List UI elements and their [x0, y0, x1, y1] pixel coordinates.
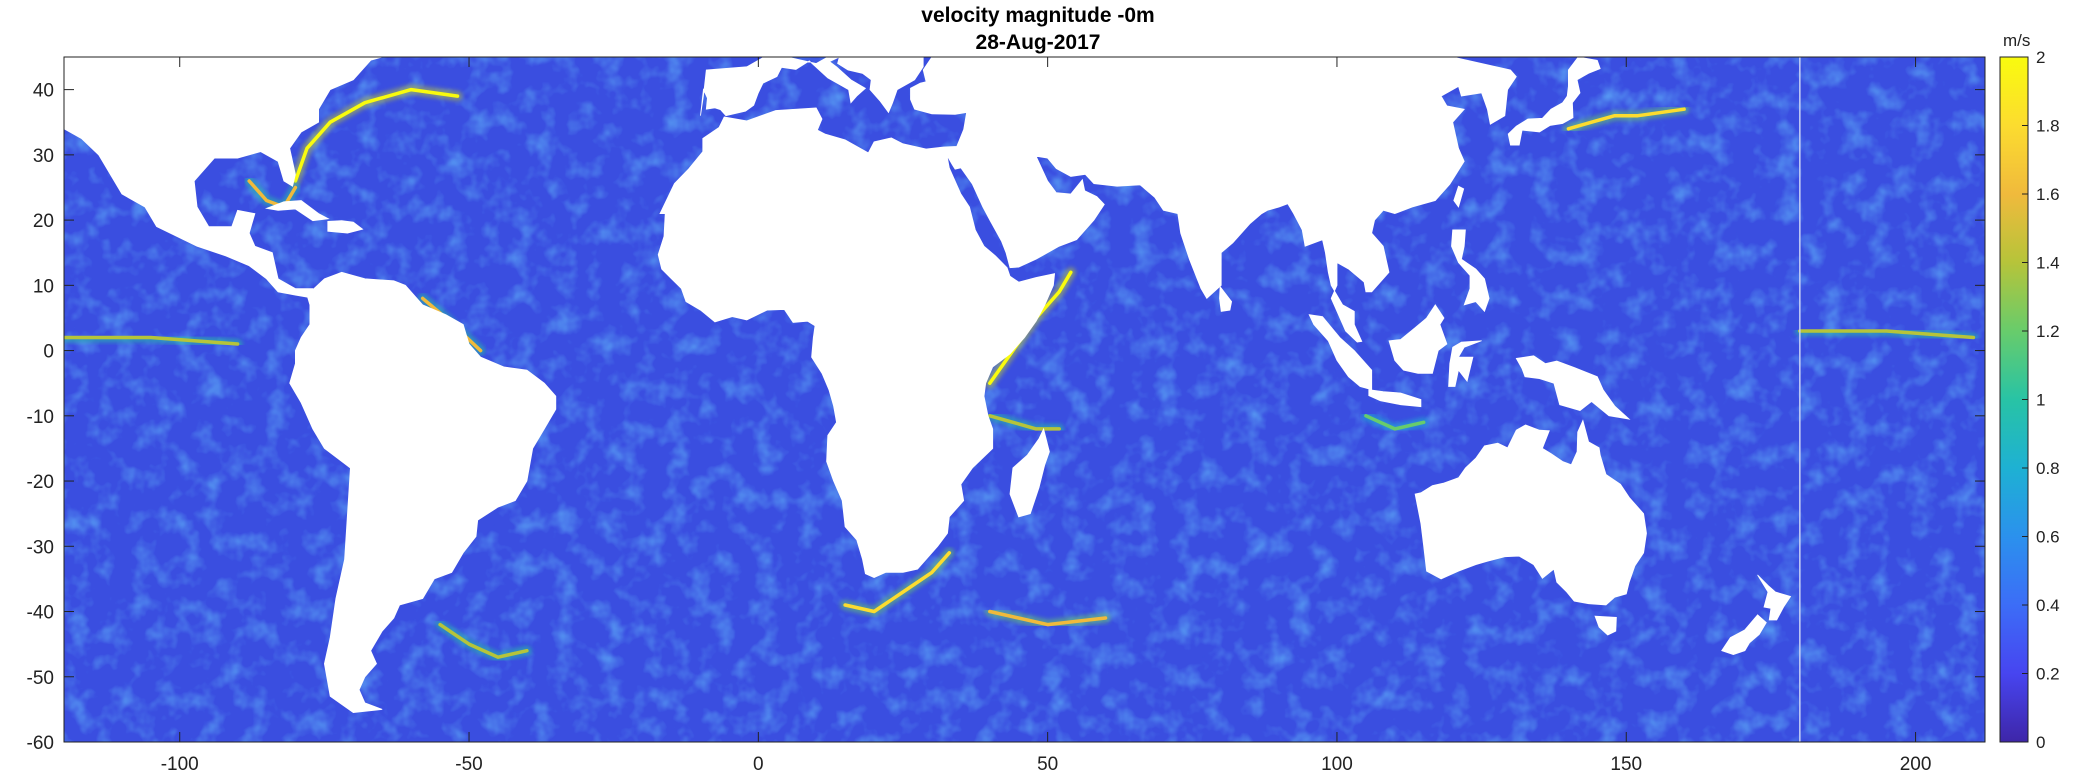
current-core: [247, 179, 298, 209]
x-tick-label: -50: [455, 754, 482, 775]
colorbar-tick-label: 1.6: [2036, 185, 2060, 204]
y-tick-label: -30: [27, 537, 54, 558]
current-core: [843, 551, 952, 614]
colorbar-tick-label: 0.4: [2036, 596, 2060, 615]
axes-frame: [63, 56, 1986, 743]
colorbar-tick-label: 1.4: [2036, 254, 2060, 273]
current-core: [1566, 107, 1686, 131]
map-title-variable: velocity magnitude -0m: [921, 4, 1155, 27]
land-north-america: [64, 57, 383, 298]
y-tick-label: -40: [27, 603, 54, 624]
current-core: [988, 414, 1061, 431]
colorbar-tick-label: 0: [2036, 733, 2045, 752]
current-core: [438, 622, 529, 659]
colorbar-tick-label: 0.2: [2036, 665, 2060, 684]
colorbar-tick-label: 2: [2036, 48, 2045, 67]
x-tick-label: 0: [753, 754, 764, 775]
land-cuba: [264, 200, 330, 222]
x-tick-label: 50: [1037, 754, 1058, 775]
land-borneo: [1388, 304, 1448, 374]
current-core: [1364, 414, 1426, 431]
land-java: [1368, 389, 1422, 408]
land-europe-asia-africa: [657, 57, 1517, 579]
colorbar: m/s 0 0.2 0.4 0.6 0.8 1 1.2 1.4 1.6 1.8 2: [1999, 31, 2060, 752]
current-core: [1798, 329, 1976, 340]
x-tick-label: 100: [1321, 754, 1353, 775]
y-tick-label: -20: [27, 472, 54, 493]
land-masses: [64, 57, 1792, 714]
y-tick-label: 40: [33, 81, 54, 102]
land-new-zealand-north: [1757, 574, 1792, 621]
current-core: [293, 87, 460, 183]
land-sri-lanka: [1219, 285, 1233, 312]
colorbar-tick-label: 1.8: [2036, 117, 2060, 136]
y-tick-label: 0: [43, 342, 54, 363]
land-japan: [1507, 57, 1601, 146]
land-sulawesi: [1448, 340, 1482, 387]
land-tasmania: [1594, 615, 1617, 636]
colorbar-tick-label: 0.8: [2036, 459, 2060, 478]
land-new-guinea: [1515, 355, 1631, 420]
y-tick-label: -50: [27, 668, 54, 689]
colorbar-tick-label: 0.6: [2036, 528, 2060, 547]
y-tick-label: 20: [33, 211, 54, 232]
x-tick-label: 200: [1900, 754, 1932, 775]
land-australia: [1414, 419, 1647, 606]
y-tick-label: 10: [33, 276, 54, 297]
y-tick-label: -10: [27, 407, 54, 428]
x-tick-label: -100: [161, 754, 199, 775]
colorbar-unit: m/s: [2003, 31, 2030, 50]
map-title: velocity magnitude -0m 28-Aug-2017: [0, 2, 2076, 56]
colorbar-tick-label: 1: [2036, 391, 2045, 410]
land-taiwan: [1453, 185, 1465, 208]
land-new-zealand-south: [1721, 614, 1767, 656]
y-axis: -60 -50 -40 -30 -20 -10 0 10 20 30 40: [27, 81, 1985, 754]
x-tick-label: 150: [1610, 754, 1642, 775]
y-tick-label: 30: [33, 146, 54, 167]
map-title-date: 28-Aug-2017: [975, 31, 1101, 54]
y-tick-label: -60: [27, 733, 54, 754]
x-axis: -100 -50 0 50 100 150 200: [161, 57, 1932, 775]
land-hispaniola: [327, 220, 364, 234]
land-madagascar: [1009, 427, 1050, 518]
colorbar-tick-label: 1.2: [2036, 322, 2060, 341]
current-core: [64, 335, 240, 346]
current-core: [988, 609, 1108, 627]
land-philippines: [1451, 229, 1490, 313]
map-axes: -100 -50 0 50 100 150 200 -60-50-40-30-20-1001…: [27, 56, 1986, 775]
land-south-america: [289, 271, 557, 714]
colorbar-ticks: 0 0.2 0.4 0.6 0.8 1 1.2 1.4 1.6 1.8 2: [2022, 48, 2060, 752]
